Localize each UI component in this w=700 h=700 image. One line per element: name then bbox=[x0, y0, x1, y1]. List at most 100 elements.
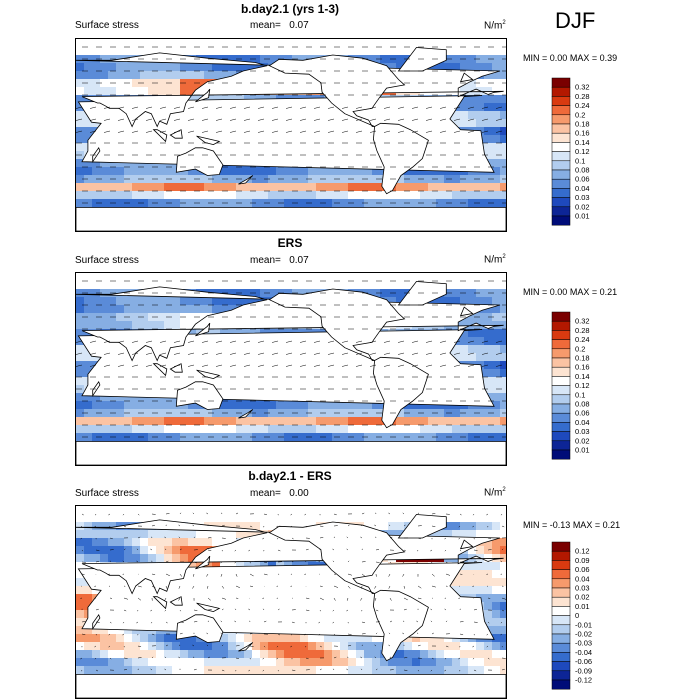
field-cell bbox=[340, 658, 349, 667]
field-cell bbox=[116, 433, 125, 442]
stress-vector bbox=[486, 645, 489, 648]
field-cell bbox=[156, 530, 165, 539]
field-cell bbox=[476, 658, 485, 667]
field-cell bbox=[148, 538, 157, 547]
stress-vector bbox=[159, 106, 167, 109]
stress-vector bbox=[229, 340, 237, 343]
stress-vector bbox=[235, 512, 239, 515]
stress-vector bbox=[76, 340, 83, 343]
field-cell bbox=[444, 522, 453, 531]
field-cell bbox=[492, 578, 501, 587]
field-cell bbox=[324, 167, 333, 176]
field-cell bbox=[156, 191, 165, 200]
stress-vector bbox=[179, 548, 182, 551]
stress-vector bbox=[122, 633, 125, 636]
field-cell bbox=[396, 658, 405, 667]
field-cell bbox=[404, 642, 413, 651]
field-cell bbox=[468, 409, 477, 418]
stress-vector bbox=[248, 549, 251, 552]
stress-vector bbox=[159, 340, 167, 343]
stress-vector bbox=[375, 668, 378, 671]
field-cell bbox=[388, 530, 397, 539]
field-cell bbox=[76, 554, 85, 563]
colorbar-swatch bbox=[551, 661, 571, 672]
stress-vector bbox=[304, 633, 307, 636]
field-cell bbox=[252, 63, 261, 72]
field-cell bbox=[212, 433, 221, 442]
field-cell bbox=[76, 626, 85, 635]
field-cell bbox=[252, 401, 261, 410]
field-cell bbox=[132, 417, 141, 426]
field-cell bbox=[308, 666, 317, 675]
field-cell bbox=[252, 658, 261, 667]
stress-vector bbox=[131, 364, 139, 367]
field-cell bbox=[156, 658, 165, 667]
field-cell bbox=[92, 297, 101, 306]
field-cell bbox=[492, 289, 501, 298]
field-cell bbox=[468, 586, 477, 595]
field-cell bbox=[292, 191, 301, 200]
stress-vector bbox=[178, 524, 181, 527]
field-cell bbox=[468, 353, 477, 362]
field-cell bbox=[172, 175, 181, 184]
stress-vector bbox=[361, 561, 366, 563]
stress-vector bbox=[249, 645, 254, 647]
field-cell bbox=[76, 143, 85, 152]
stress-vector bbox=[417, 512, 419, 515]
field-cell bbox=[364, 425, 373, 434]
stress-vector bbox=[431, 657, 434, 660]
field-cell bbox=[116, 650, 125, 659]
field-cell bbox=[156, 167, 165, 176]
stress-vector bbox=[347, 573, 352, 576]
field-cell bbox=[116, 626, 125, 635]
field-cell bbox=[356, 658, 365, 667]
stress-vector bbox=[262, 608, 265, 611]
field-cell bbox=[268, 522, 277, 531]
stress-vector bbox=[431, 525, 436, 527]
field-cell bbox=[380, 199, 389, 208]
field-cell bbox=[92, 642, 101, 651]
stress-vector bbox=[445, 525, 447, 528]
field-cell bbox=[188, 71, 197, 80]
stress-vector bbox=[319, 668, 322, 671]
stress-vector bbox=[108, 513, 111, 516]
stress-vector bbox=[173, 364, 181, 367]
field-cell bbox=[452, 425, 461, 434]
variable-label: Surface stress bbox=[75, 488, 139, 499]
field-cell bbox=[212, 417, 221, 426]
stress-vector bbox=[346, 597, 349, 601]
field-cell bbox=[212, 183, 221, 192]
field-cell bbox=[364, 658, 373, 667]
colorbar-swatch bbox=[551, 169, 571, 180]
field-cell bbox=[476, 119, 485, 128]
field-cell bbox=[132, 87, 141, 96]
stress-vector bbox=[192, 644, 195, 647]
field-cell bbox=[492, 417, 501, 426]
field-cell bbox=[156, 433, 165, 442]
field-cell bbox=[492, 305, 501, 314]
field-cell bbox=[124, 642, 133, 651]
field-cell bbox=[372, 191, 381, 200]
field-cell bbox=[84, 87, 93, 96]
field-cell bbox=[492, 95, 501, 104]
field-cell bbox=[396, 433, 405, 442]
field-cell bbox=[172, 433, 181, 442]
field-cell bbox=[468, 546, 477, 555]
colorbar-swatch bbox=[551, 642, 571, 653]
stress-vector bbox=[417, 585, 422, 589]
stress-vector bbox=[495, 118, 503, 121]
field-cell bbox=[444, 297, 453, 306]
field-cell bbox=[76, 530, 85, 539]
field-cell bbox=[156, 87, 165, 96]
field-cell bbox=[268, 191, 277, 200]
field-cell bbox=[84, 401, 93, 410]
stress-vector bbox=[291, 537, 294, 540]
field-cell bbox=[244, 417, 253, 426]
stress-vector bbox=[495, 352, 503, 355]
stress-vector bbox=[173, 106, 181, 109]
colorbar-tick-label: 0.1 bbox=[575, 390, 585, 399]
stress-vector bbox=[327, 340, 335, 343]
field-cell bbox=[108, 87, 117, 96]
field-cell bbox=[444, 530, 453, 539]
colorbar-swatch bbox=[551, 596, 571, 607]
